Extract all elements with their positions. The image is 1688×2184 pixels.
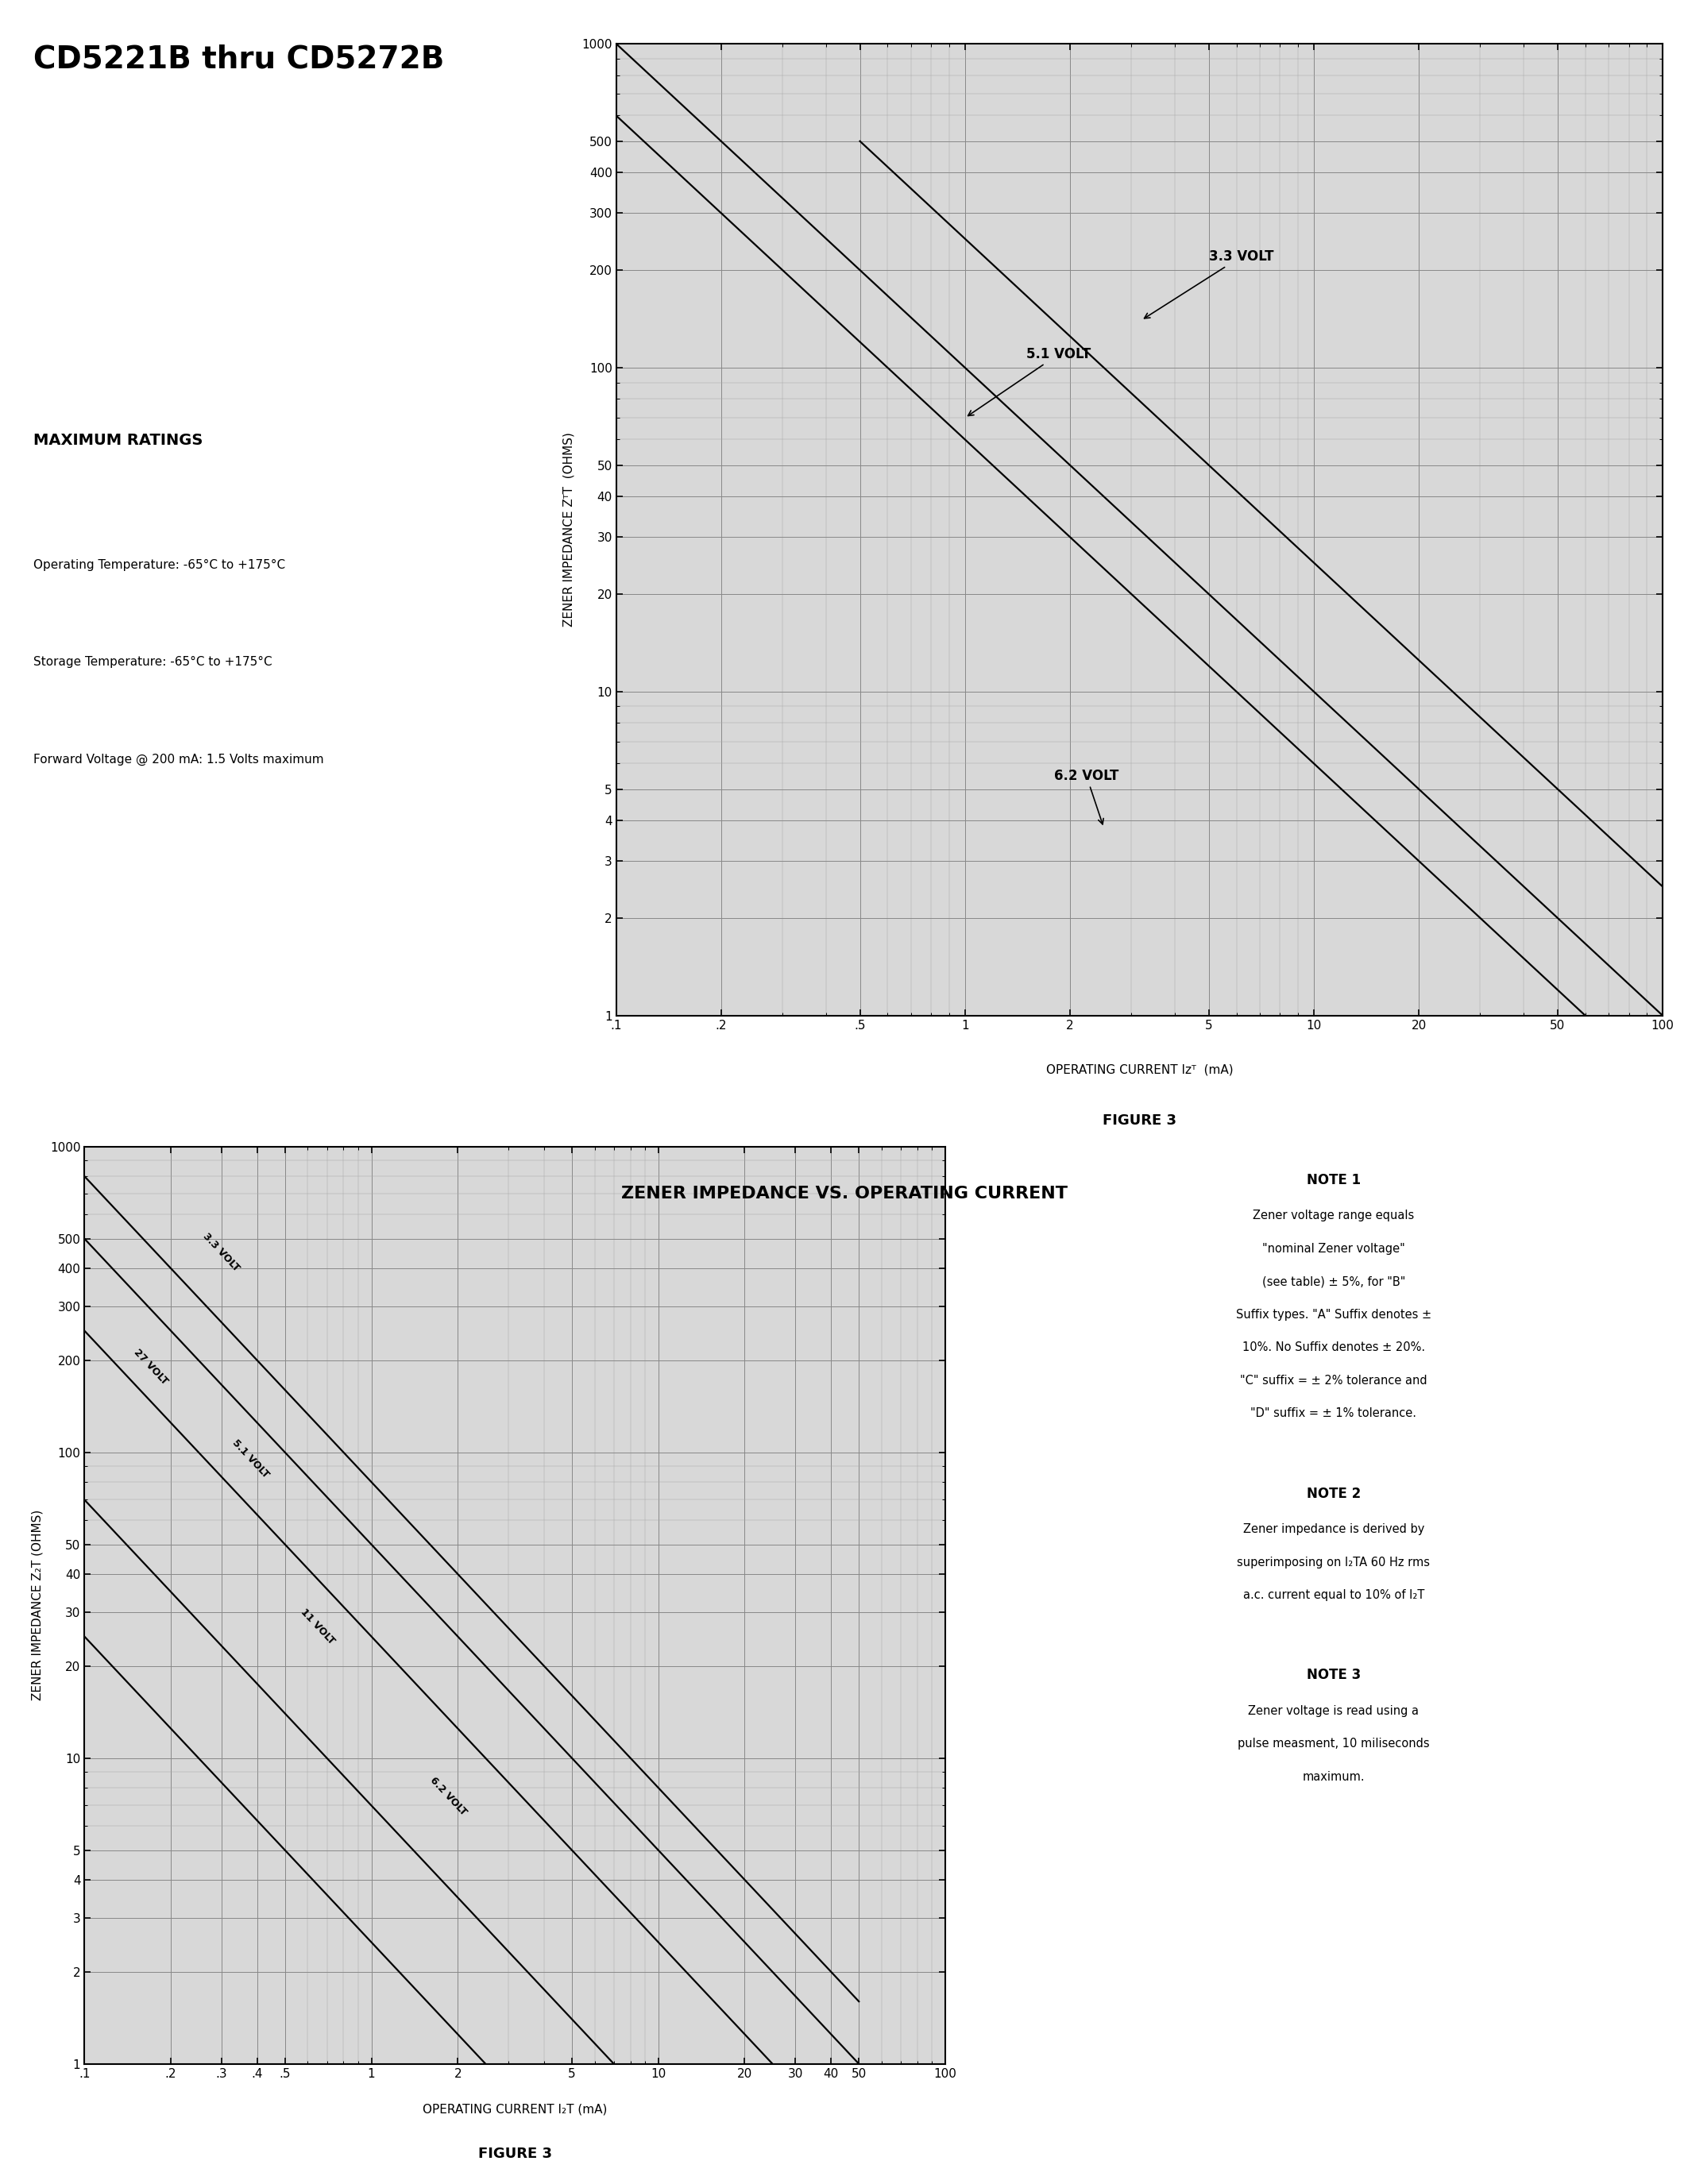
Text: Zener voltage range equals: Zener voltage range equals	[1252, 1210, 1415, 1221]
Text: MAXIMUM RATINGS: MAXIMUM RATINGS	[34, 432, 203, 448]
Text: Suffix types. "A" Suffix denotes ±: Suffix types. "A" Suffix denotes ±	[1236, 1308, 1431, 1321]
Text: NOTE 3: NOTE 3	[1307, 1669, 1361, 1682]
Text: 6.2 VOLT: 6.2 VOLT	[427, 1776, 468, 1817]
Text: 5.1 VOLT: 5.1 VOLT	[230, 1437, 272, 1481]
Text: FIGURE 3: FIGURE 3	[478, 2147, 552, 2162]
Text: maximum.: maximum.	[1303, 1771, 1364, 1782]
Text: 6.2 VOLT: 6.2 VOLT	[1053, 769, 1119, 823]
Text: 11 VOLT: 11 VOLT	[299, 1607, 338, 1647]
Y-axis label: ZENER IMPEDANCE Z₂T (OHMS): ZENER IMPEDANCE Z₂T (OHMS)	[32, 1509, 44, 1701]
Y-axis label: ZENER IMPEDANCE ZᵀT  (OHMS): ZENER IMPEDANCE ZᵀT (OHMS)	[564, 432, 576, 627]
Text: Storage Temperature: -65°C to +175°C: Storage Temperature: -65°C to +175°C	[34, 655, 272, 668]
Text: (see table) ± 5%, for "B": (see table) ± 5%, for "B"	[1263, 1275, 1404, 1286]
Text: Zener voltage is read using a: Zener voltage is read using a	[1247, 1706, 1420, 1717]
Text: "D" suffix = ± 1% tolerance.: "D" suffix = ± 1% tolerance.	[1251, 1409, 1416, 1420]
Text: "nominal Zener voltage": "nominal Zener voltage"	[1263, 1243, 1404, 1254]
Text: FIGURE 3: FIGURE 3	[1102, 1114, 1177, 1129]
Text: NOTE 1: NOTE 1	[1307, 1173, 1361, 1188]
Text: "C" suffix = ± 2% tolerance and: "C" suffix = ± 2% tolerance and	[1241, 1374, 1426, 1387]
Text: pulse measment, 10 miliseconds: pulse measment, 10 miliseconds	[1237, 1738, 1430, 1749]
Text: 3.3 VOLT: 3.3 VOLT	[1144, 249, 1273, 319]
Text: Zener impedance is derived by: Zener impedance is derived by	[1242, 1522, 1425, 1535]
Text: Forward Voltage @ 200 mA: 1.5 Volts maximum: Forward Voltage @ 200 mA: 1.5 Volts maxi…	[34, 753, 324, 764]
Text: 3.3 VOLT: 3.3 VOLT	[201, 1232, 241, 1273]
Text: OPERATING CURRENT Izᵀ  (mA): OPERATING CURRENT Izᵀ (mA)	[1047, 1064, 1232, 1075]
Text: CD5221B thru CD5272B: CD5221B thru CD5272B	[34, 44, 444, 74]
Text: 5.1 VOLT: 5.1 VOLT	[967, 347, 1090, 415]
Text: 10%. No Suffix denotes ± 20%.: 10%. No Suffix denotes ± 20%.	[1242, 1341, 1425, 1354]
Text: 27 VOLT: 27 VOLT	[132, 1348, 169, 1387]
Text: superimposing on I₂TA 60 Hz rms: superimposing on I₂TA 60 Hz rms	[1237, 1557, 1430, 1568]
Text: a.c. current equal to 10% of I₂T: a.c. current equal to 10% of I₂T	[1242, 1590, 1425, 1601]
Text: Operating Temperature: -65°C to +175°C: Operating Temperature: -65°C to +175°C	[34, 559, 285, 570]
Text: ZENER IMPEDANCE VS. OPERATING CURRENT: ZENER IMPEDANCE VS. OPERATING CURRENT	[621, 1186, 1067, 1201]
Text: OPERATING CURRENT I₂T (mA): OPERATING CURRENT I₂T (mA)	[422, 2103, 608, 2114]
Text: NOTE 2: NOTE 2	[1307, 1487, 1361, 1500]
